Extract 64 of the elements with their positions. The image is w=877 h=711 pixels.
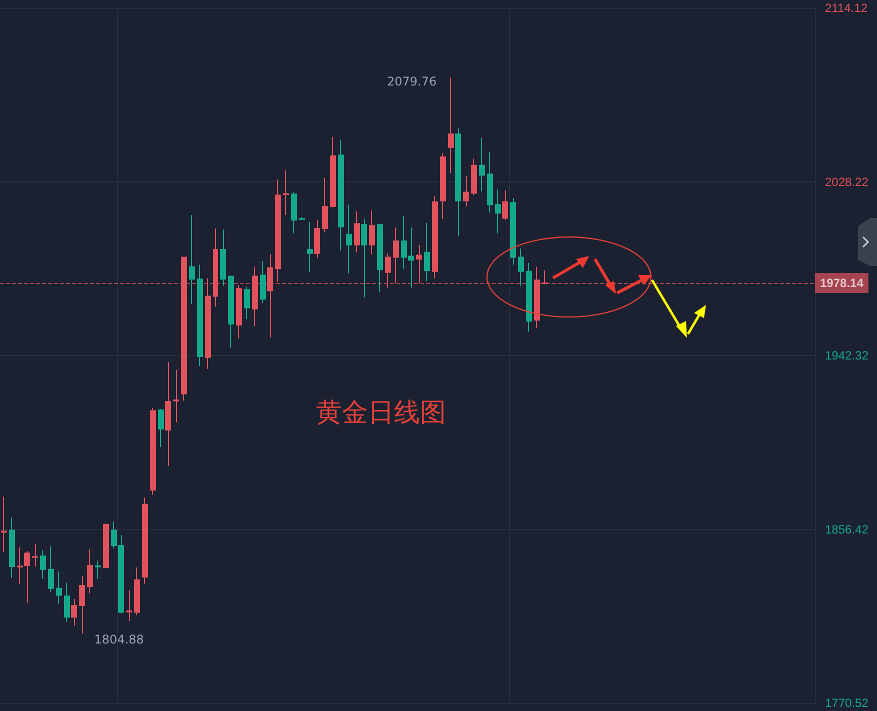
candlestick bbox=[307, 221, 313, 273]
candlestick bbox=[48, 546, 54, 593]
candlestick bbox=[32, 543, 38, 568]
candlestick bbox=[416, 244, 422, 284]
candlestick bbox=[448, 77, 454, 174]
candlestick bbox=[228, 276, 234, 348]
candlestick bbox=[346, 204, 352, 274]
candlestick bbox=[393, 227, 399, 284]
annotation: 2079.76 bbox=[386, 74, 437, 88]
candlestick bbox=[338, 139, 344, 252]
candlestick bbox=[189, 214, 195, 304]
candlestick bbox=[236, 284, 242, 339]
y-tick-label: 2114.12 bbox=[825, 1, 868, 15]
candlestick bbox=[87, 548, 93, 594]
candlestick bbox=[455, 128, 461, 237]
candlestick bbox=[79, 576, 85, 634]
candlestick bbox=[40, 550, 46, 580]
y-tick-label: 1856.42 bbox=[825, 522, 869, 536]
candlestick bbox=[502, 190, 508, 221]
candlestick bbox=[173, 369, 179, 423]
candlestick bbox=[1, 496, 7, 553]
annotation: 1804.88 bbox=[94, 632, 144, 646]
candlestick bbox=[142, 497, 148, 584]
candlestick bbox=[134, 567, 140, 616]
ref-line-label: 1978.14 bbox=[820, 276, 864, 290]
candlestick bbox=[126, 590, 132, 622]
candlestick bbox=[432, 195, 438, 279]
candlestick bbox=[518, 248, 524, 286]
candlestick bbox=[291, 192, 297, 234]
candlestick bbox=[495, 188, 501, 234]
y-tick-label: 1942.32 bbox=[825, 348, 869, 362]
candlestick bbox=[103, 524, 109, 569]
candlestick bbox=[260, 260, 266, 304]
candlestick bbox=[361, 218, 367, 298]
candlestick bbox=[479, 137, 485, 192]
candlestick bbox=[424, 222, 430, 282]
candlestick bbox=[369, 210, 375, 255]
candlestick bbox=[244, 286, 250, 320]
candlestick bbox=[471, 158, 477, 196]
candlestick bbox=[440, 152, 446, 220]
candlestick bbox=[322, 177, 328, 233]
candlestick bbox=[9, 517, 15, 579]
y-tick-label: 2028.22 bbox=[825, 174, 869, 189]
candlestick bbox=[283, 170, 289, 216]
candlestick bbox=[314, 220, 320, 259]
candlestick bbox=[56, 570, 62, 604]
candlestick bbox=[158, 408, 164, 448]
candlestick bbox=[197, 264, 203, 367]
candlestick bbox=[150, 407, 156, 496]
y-tick-label: 1770.52 bbox=[825, 696, 869, 710]
candlestick bbox=[64, 582, 70, 622]
candlestick bbox=[526, 262, 532, 332]
candlestick bbox=[330, 136, 336, 208]
candlestick bbox=[299, 216, 305, 221]
annotation: 黄金日线图 bbox=[316, 398, 446, 428]
candlestick bbox=[71, 598, 77, 626]
candlestick bbox=[95, 560, 101, 580]
candlestick bbox=[487, 152, 493, 213]
candlestick bbox=[165, 362, 171, 467]
candlestick bbox=[220, 229, 226, 286]
candlestick bbox=[463, 175, 469, 207]
candlestick bbox=[354, 210, 360, 253]
candlestick bbox=[377, 223, 383, 293]
candlestick bbox=[510, 197, 516, 266]
